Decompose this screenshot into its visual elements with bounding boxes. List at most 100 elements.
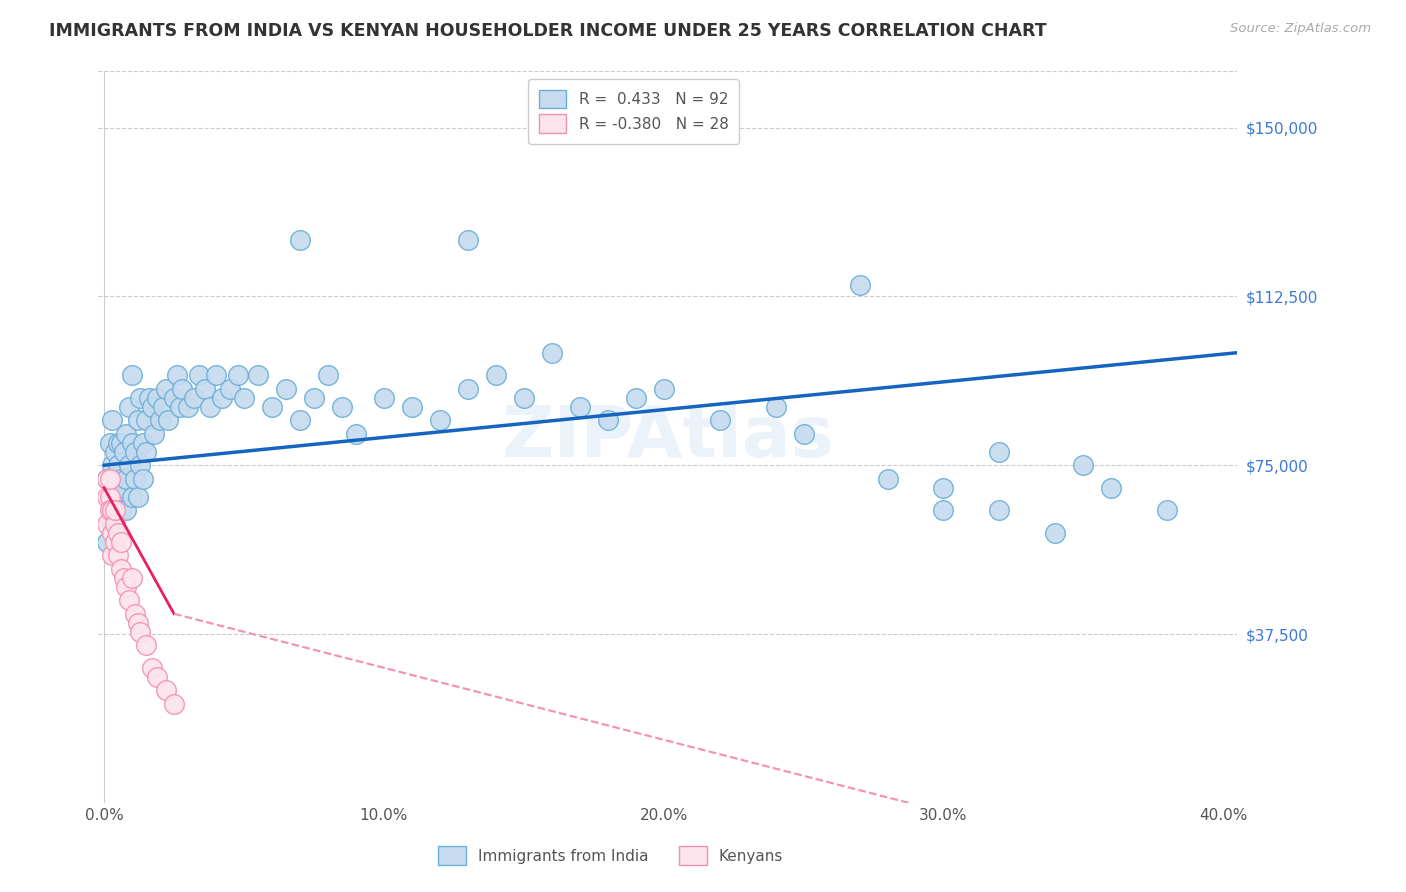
Point [98,490,121,504]
Point [457,233,479,247]
Point [652,382,675,396]
Point [110,562,132,576]
Point [115,426,138,441]
Point [288,233,311,247]
Point [793,426,815,441]
Point [107,490,129,504]
Point [127,413,149,427]
Point [200,400,222,414]
Point [596,413,619,427]
Point [141,661,163,675]
Point [288,413,311,427]
Point [765,400,787,414]
Point [115,472,138,486]
Point [124,444,146,458]
Point [101,525,124,540]
Point [172,382,194,396]
Point [110,435,132,450]
Point [129,458,152,473]
Point [104,503,127,517]
Point [96,534,118,549]
Point [121,368,143,383]
Point [932,503,955,517]
Point [932,481,955,495]
Point [98,472,121,486]
Point [876,472,898,486]
Point [146,670,169,684]
Point [1045,525,1067,540]
Point [155,683,177,698]
Point [104,534,127,549]
Point [330,400,353,414]
Point [149,413,172,427]
Point [228,368,250,383]
Point [104,444,127,458]
Point [166,368,188,383]
Text: ZIPAtlas: ZIPAtlas [502,402,834,472]
Point [429,413,451,427]
Point [219,382,242,396]
Point [143,426,166,441]
Point [157,413,180,427]
Point [129,391,152,405]
Point [110,534,132,549]
Point [98,435,121,450]
Point [104,481,127,495]
Point [1073,458,1095,473]
Point [988,444,1011,458]
Point [135,413,157,427]
Point [146,391,169,405]
Point [127,615,149,630]
Point [98,503,121,517]
Point [163,697,186,711]
Point [104,503,127,517]
Point [104,516,127,531]
Point [112,481,135,495]
Point [98,490,121,504]
Text: Source: ZipAtlas.com: Source: ZipAtlas.com [1230,22,1371,36]
Point [177,400,200,414]
Point [115,580,138,594]
Point [110,472,132,486]
Point [540,345,562,359]
Point [188,368,211,383]
Point [169,400,191,414]
Point [129,624,152,639]
Point [118,400,141,414]
Point [513,391,536,405]
Point [96,516,118,531]
Point [163,391,186,405]
Point [121,490,143,504]
Point [96,472,118,486]
Point [124,472,146,486]
Point [135,444,157,458]
Point [568,400,591,414]
Point [485,368,508,383]
Point [118,458,141,473]
Point [101,413,124,427]
Point [107,548,129,562]
Point [1156,503,1178,517]
Point [260,400,283,414]
Point [112,571,135,585]
Point [205,368,228,383]
Point [183,391,205,405]
Point [101,458,124,473]
Point [118,593,141,607]
Point [988,503,1011,517]
Point [124,607,146,621]
Point [132,472,155,486]
Point [101,503,124,517]
Point [121,571,143,585]
Point [121,435,143,450]
Point [96,472,118,486]
Point [132,435,155,450]
Point [246,368,269,383]
Point [457,382,479,396]
Point [624,391,647,405]
Point [112,444,135,458]
Point [848,278,870,293]
Point [211,391,233,405]
Point [155,382,177,396]
Point [344,426,367,441]
